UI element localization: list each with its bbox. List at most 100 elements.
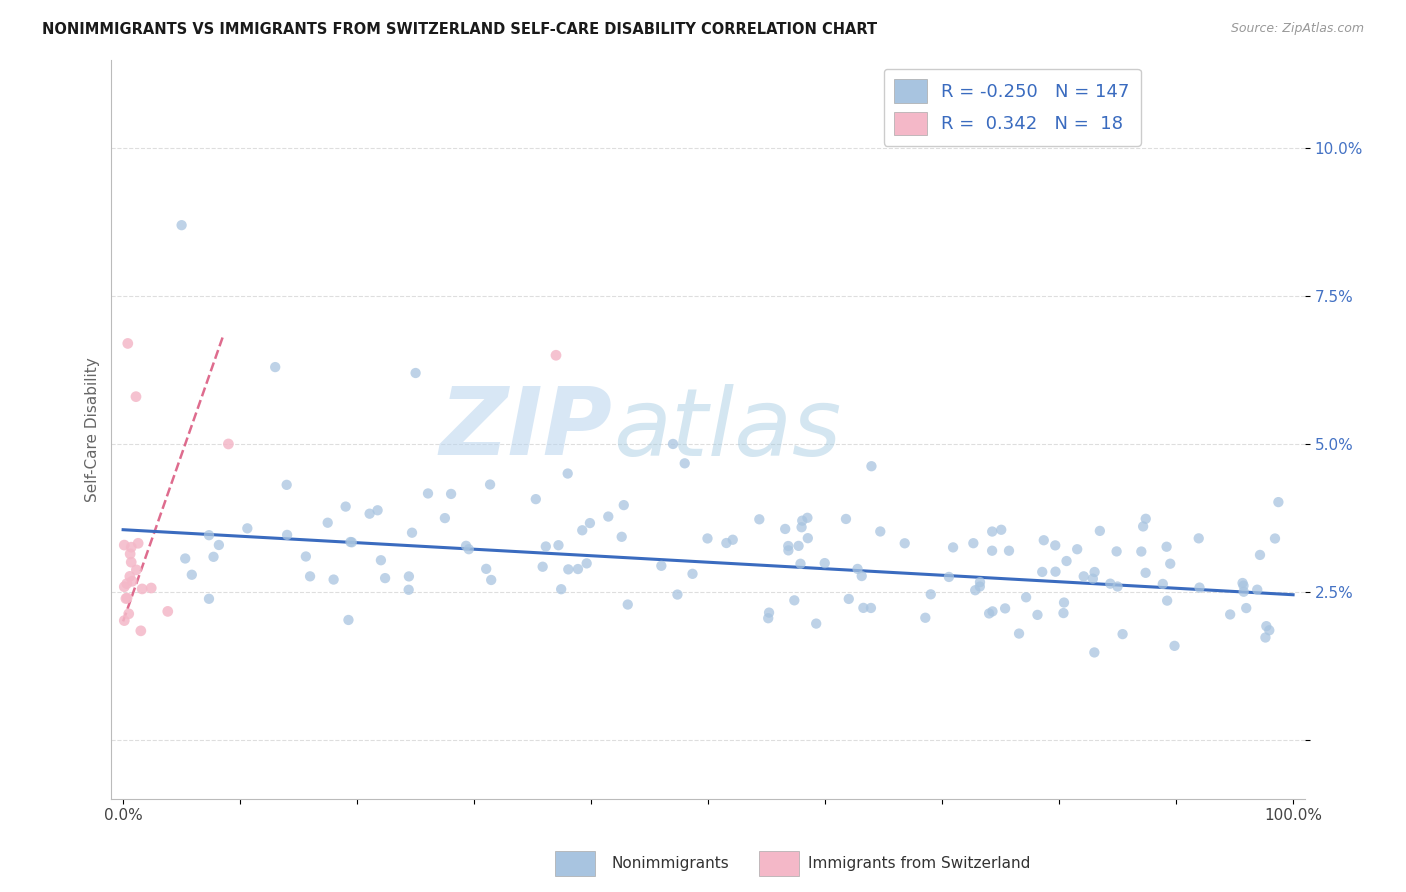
Point: [789, 557, 811, 571]
Point: [852, 600, 875, 615]
Point: [1056, 554, 1078, 568]
Point: [544, 348, 567, 362]
Point: [981, 524, 1004, 539]
Point: [1256, 619, 1278, 633]
Point: [1008, 626, 1031, 640]
Point: [666, 588, 689, 602]
Point: [1053, 596, 1076, 610]
Point: [557, 467, 579, 481]
Point: [416, 486, 439, 500]
Point: [721, 533, 744, 547]
Point: [454, 539, 477, 553]
Point: [1015, 591, 1038, 605]
Point: [208, 538, 231, 552]
Point: [579, 516, 602, 530]
Point: [112, 538, 135, 552]
Point: [117, 336, 139, 351]
Point: [1135, 566, 1157, 580]
Point: [547, 538, 569, 552]
Point: [440, 487, 463, 501]
Point: [198, 528, 221, 542]
Point: [1107, 580, 1129, 594]
Point: [398, 569, 420, 583]
Point: [942, 541, 965, 555]
Point: [835, 512, 858, 526]
Point: [479, 477, 502, 491]
Point: [748, 512, 770, 526]
Point: [673, 456, 696, 470]
Point: [778, 543, 800, 558]
Point: [335, 500, 357, 514]
Point: [339, 535, 361, 549]
Point: [118, 607, 141, 621]
Point: [846, 562, 869, 576]
Point: [613, 498, 636, 512]
Point: [787, 539, 810, 553]
Point: [981, 604, 1004, 618]
Text: ZIP: ZIP: [440, 384, 613, 475]
Point: [295, 549, 318, 564]
Point: [650, 558, 672, 573]
Point: [475, 562, 498, 576]
Point: [170, 218, 193, 232]
Point: [322, 573, 344, 587]
Point: [662, 437, 685, 451]
Point: [1132, 519, 1154, 533]
Point: [598, 509, 620, 524]
Point: [112, 580, 135, 594]
Point: [1032, 533, 1054, 548]
Text: atlas: atlas: [613, 384, 841, 475]
Point: [121, 574, 143, 589]
Point: [120, 540, 142, 554]
Point: [783, 593, 806, 607]
Point: [202, 549, 225, 564]
Point: [869, 524, 891, 539]
Point: [141, 581, 163, 595]
Point: [938, 570, 960, 584]
Point: [1130, 544, 1153, 558]
Point: [370, 553, 392, 567]
Point: [374, 571, 396, 585]
Point: [977, 607, 1000, 621]
Point: [1026, 607, 1049, 622]
Point: [1264, 532, 1286, 546]
Point: [276, 478, 298, 492]
Point: [1249, 548, 1271, 562]
Point: [859, 601, 882, 615]
Point: [1135, 512, 1157, 526]
Text: Nonimmigrants: Nonimmigrants: [612, 856, 730, 871]
Point: [814, 556, 837, 570]
Point: [1105, 544, 1128, 558]
Point: [851, 569, 873, 583]
Point: [1246, 582, 1268, 597]
Point: [174, 551, 197, 566]
Point: [112, 614, 135, 628]
Point: [1066, 542, 1088, 557]
Point: [531, 559, 554, 574]
Point: [1234, 601, 1257, 615]
Point: [920, 587, 942, 601]
Point: [981, 543, 1004, 558]
Point: [401, 525, 423, 540]
Point: [405, 366, 427, 380]
Point: [758, 606, 780, 620]
Point: [1233, 584, 1256, 599]
Point: [398, 582, 420, 597]
Point: [965, 583, 987, 598]
Point: [1045, 538, 1067, 552]
Point: [1099, 576, 1122, 591]
Point: [838, 591, 860, 606]
Point: [778, 539, 800, 553]
Legend: R = -0.250   N = 147, R =  0.342   N =  18: R = -0.250 N = 147, R = 0.342 N = 18: [883, 69, 1140, 145]
Point: [914, 611, 936, 625]
Point: [115, 591, 138, 606]
Point: [524, 492, 547, 507]
Point: [1073, 569, 1095, 583]
Text: Immigrants from Switzerland: Immigrants from Switzerland: [808, 856, 1031, 871]
Point: [217, 437, 239, 451]
Point: [120, 555, 142, 569]
Point: [359, 507, 381, 521]
Point: [1052, 606, 1074, 620]
Point: [198, 591, 221, 606]
Point: [998, 543, 1021, 558]
